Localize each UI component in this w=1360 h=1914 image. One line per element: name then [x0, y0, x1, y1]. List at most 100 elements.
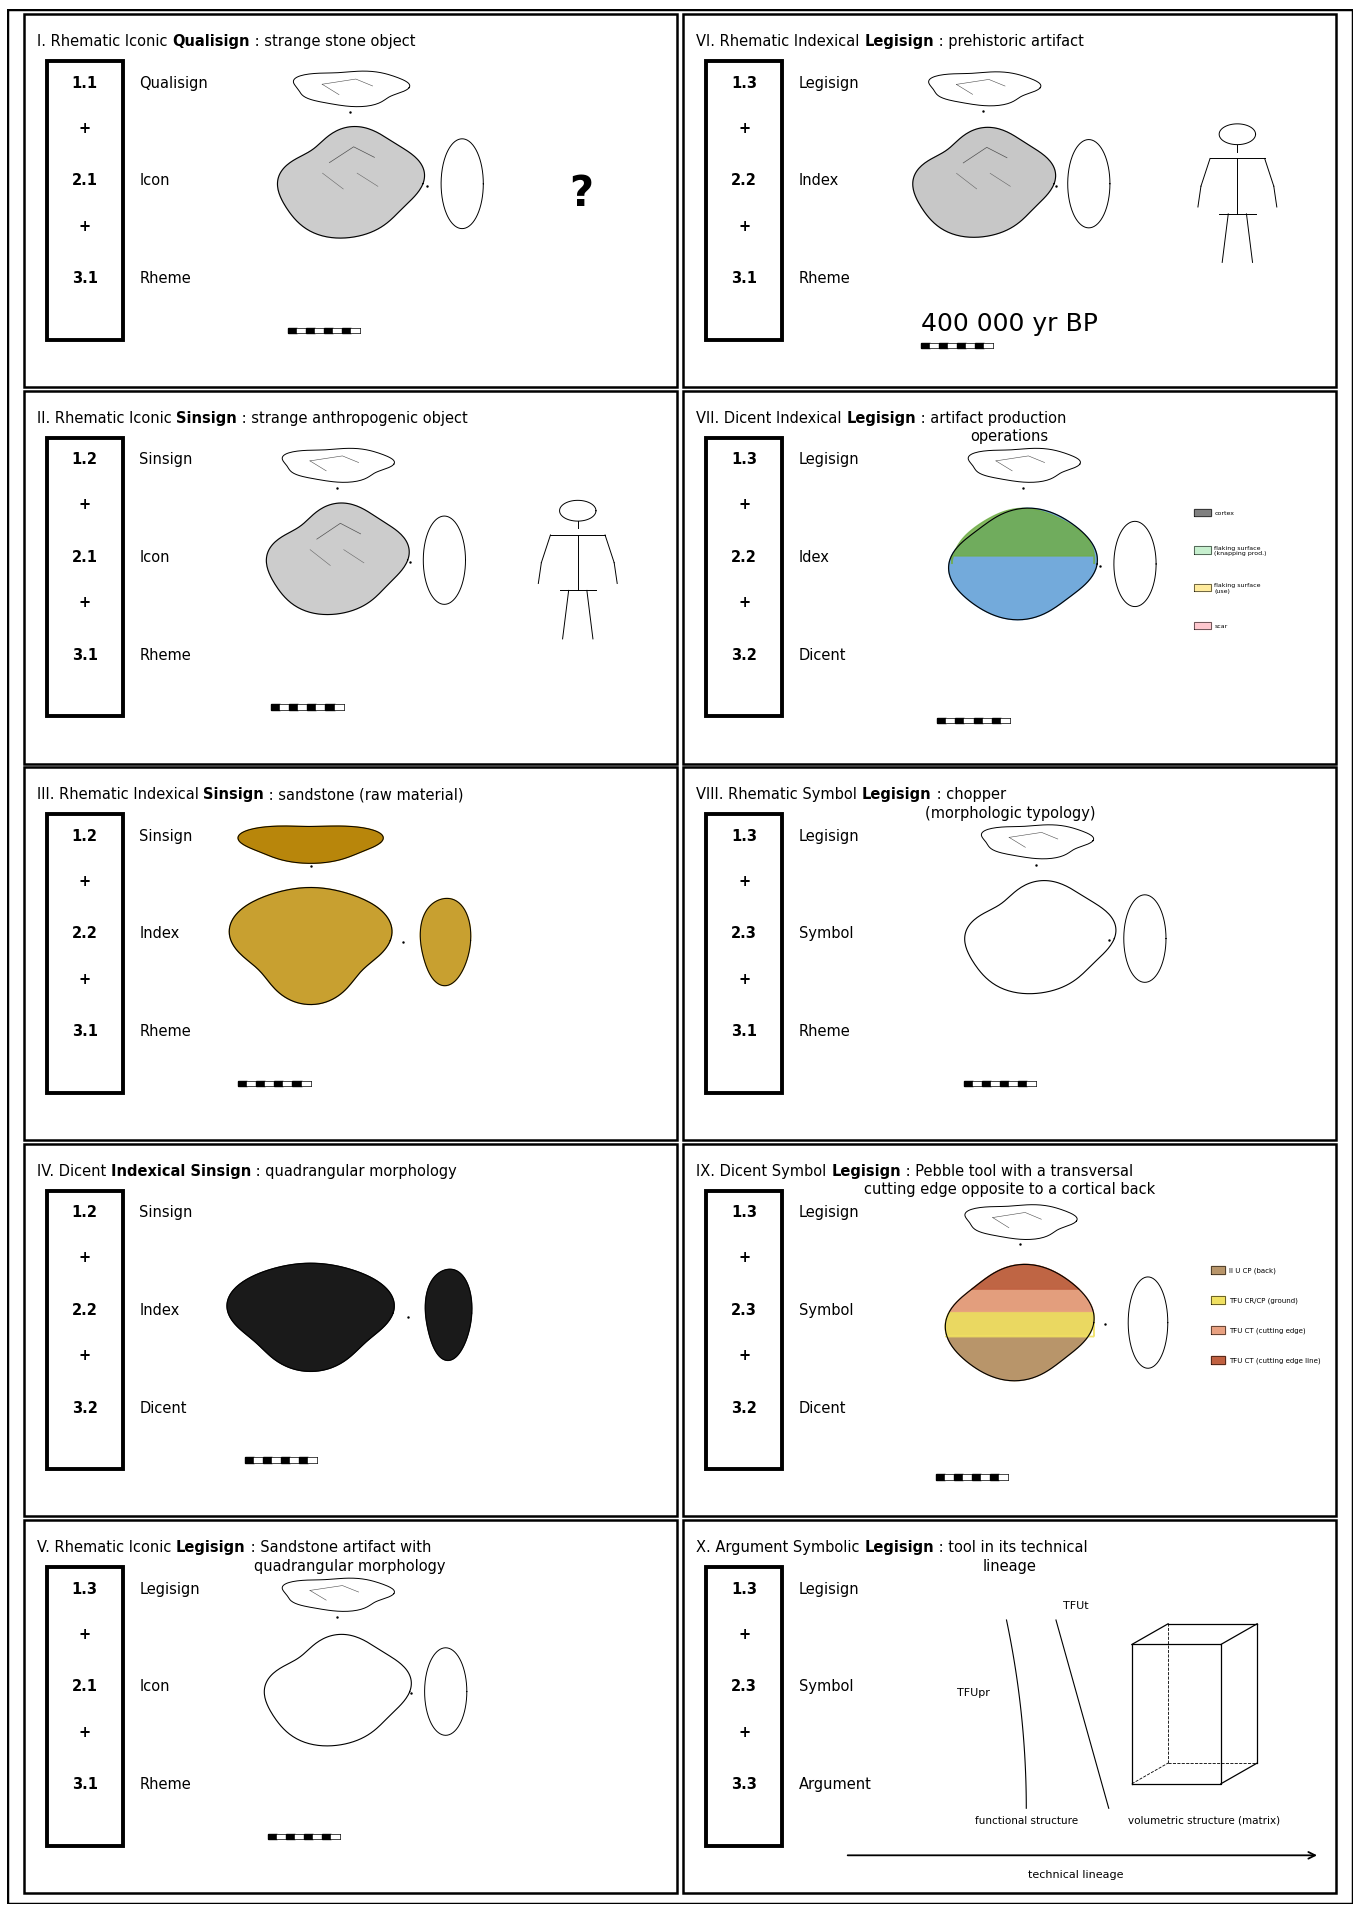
Text: +: +	[79, 121, 91, 136]
Polygon shape	[1129, 1277, 1168, 1369]
Text: Symbol: Symbol	[798, 1679, 853, 1694]
Text: III. Rhematic Indexical: III. Rhematic Indexical	[37, 787, 204, 802]
Polygon shape	[307, 704, 317, 710]
Text: Legisign: Legisign	[862, 787, 932, 802]
Text: Dicent: Dicent	[139, 1399, 186, 1414]
Polygon shape	[248, 1081, 256, 1087]
Polygon shape	[262, 1458, 272, 1462]
Polygon shape	[972, 1265, 1078, 1290]
Text: 1.3: 1.3	[72, 1581, 98, 1596]
Polygon shape	[272, 1458, 282, 1462]
Text: 1.3: 1.3	[732, 452, 758, 467]
Text: Sinsign: Sinsign	[139, 1204, 193, 1219]
Text: IV. Dicent: IV. Dicent	[37, 1164, 110, 1177]
Polygon shape	[1210, 1267, 1225, 1275]
Polygon shape	[1000, 1081, 1009, 1087]
Text: 3.2: 3.2	[732, 647, 758, 662]
Text: TFU CR/CP (ground): TFU CR/CP (ground)	[1229, 1298, 1297, 1303]
Polygon shape	[982, 1474, 990, 1480]
Polygon shape	[420, 900, 471, 986]
FancyBboxPatch shape	[683, 392, 1337, 764]
Text: Qualisign: Qualisign	[171, 34, 249, 50]
Text: Legisign: Legisign	[831, 1164, 900, 1177]
Text: 2.3: 2.3	[732, 1302, 758, 1317]
FancyBboxPatch shape	[46, 1568, 122, 1845]
Polygon shape	[937, 718, 947, 723]
Text: technical lineage: technical lineage	[1028, 1870, 1123, 1880]
Text: 1.3: 1.3	[732, 1204, 758, 1219]
Text: TFUt: TFUt	[1064, 1600, 1088, 1610]
FancyBboxPatch shape	[683, 1520, 1337, 1893]
Text: 2.1: 2.1	[72, 174, 98, 188]
Polygon shape	[964, 1081, 972, 1087]
Text: Symbol: Symbol	[798, 926, 853, 942]
Text: 2.2: 2.2	[732, 174, 758, 188]
Polygon shape	[952, 509, 1095, 565]
Polygon shape	[1123, 896, 1166, 982]
Polygon shape	[945, 1311, 1093, 1336]
FancyBboxPatch shape	[23, 392, 677, 764]
Text: +: +	[738, 1347, 751, 1363]
FancyBboxPatch shape	[46, 63, 122, 341]
Polygon shape	[929, 73, 1040, 107]
Text: 3.1: 3.1	[72, 647, 98, 662]
Text: 3.3: 3.3	[732, 1776, 758, 1792]
Text: flaking surface
(knapping prod.): flaking surface (knapping prod.)	[1214, 545, 1266, 557]
Text: : chopper: : chopper	[932, 787, 1006, 802]
Text: ?: ?	[568, 172, 593, 214]
Text: : artifact production: : artifact production	[917, 410, 1066, 425]
Polygon shape	[913, 128, 1055, 237]
Text: 2.1: 2.1	[72, 549, 98, 565]
Polygon shape	[930, 345, 938, 348]
Text: Sinsign: Sinsign	[177, 410, 237, 425]
Text: 3.1: 3.1	[72, 272, 98, 287]
Polygon shape	[972, 1474, 982, 1480]
Text: Icon: Icon	[139, 1679, 170, 1694]
Text: +: +	[738, 595, 751, 611]
FancyBboxPatch shape	[46, 438, 122, 718]
Polygon shape	[325, 704, 335, 710]
Polygon shape	[1210, 1296, 1225, 1305]
Polygon shape	[287, 329, 296, 335]
Text: Sinsign: Sinsign	[139, 829, 193, 842]
Polygon shape	[964, 718, 974, 723]
Polygon shape	[1194, 622, 1210, 630]
Text: : tool in its technical: : tool in its technical	[934, 1539, 1088, 1554]
Text: Legisign: Legisign	[798, 452, 860, 467]
Text: Index: Index	[798, 174, 839, 188]
Text: 2.3: 2.3	[732, 1679, 758, 1694]
Polygon shape	[305, 1834, 313, 1839]
Polygon shape	[313, 1834, 322, 1839]
Polygon shape	[964, 880, 1117, 993]
Polygon shape	[238, 1081, 248, 1087]
Polygon shape	[949, 509, 1098, 620]
Text: TFU CT (cutting edge): TFU CT (cutting edge)	[1229, 1326, 1306, 1334]
Polygon shape	[945, 1474, 955, 1480]
Polygon shape	[280, 704, 290, 710]
Text: Icon: Icon	[139, 174, 170, 188]
Polygon shape	[265, 1081, 275, 1087]
Polygon shape	[966, 345, 975, 348]
Text: 1.3: 1.3	[732, 829, 758, 842]
Text: Dicent: Dicent	[798, 1399, 846, 1414]
Polygon shape	[972, 1081, 982, 1087]
Text: lineage: lineage	[983, 1558, 1036, 1573]
Text: Sinsign: Sinsign	[139, 452, 193, 467]
Text: Sinsign: Sinsign	[204, 787, 264, 802]
Polygon shape	[424, 1648, 466, 1736]
Polygon shape	[1210, 1326, 1225, 1334]
Text: Legisign: Legisign	[139, 1581, 200, 1596]
Polygon shape	[332, 1834, 340, 1839]
Text: Icon: Icon	[139, 549, 170, 565]
Polygon shape	[296, 329, 306, 335]
Text: +: +	[79, 218, 91, 234]
Polygon shape	[1000, 1474, 1009, 1480]
Polygon shape	[277, 1834, 286, 1839]
FancyBboxPatch shape	[23, 1520, 677, 1893]
FancyBboxPatch shape	[683, 1145, 1337, 1516]
Text: V. Rhematic Iconic: V. Rhematic Iconic	[37, 1539, 175, 1554]
Text: Rheme: Rheme	[798, 272, 850, 287]
Text: scar: scar	[1214, 624, 1228, 628]
Text: flaking surface
(use): flaking surface (use)	[1214, 584, 1261, 593]
Text: Dicent: Dicent	[798, 647, 846, 662]
